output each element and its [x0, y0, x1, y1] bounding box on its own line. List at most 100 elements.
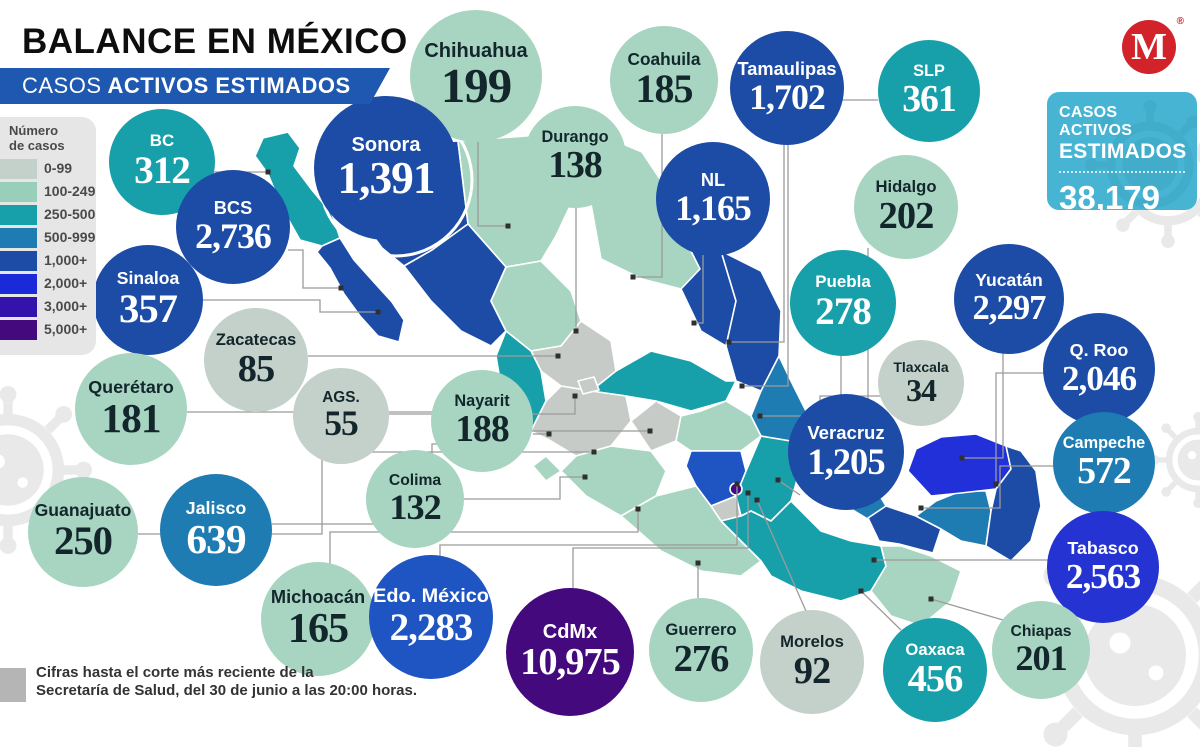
legend-label: 500-999 — [44, 228, 96, 245]
state-bubble-tabasco: Tabasco 2,563 — [1047, 511, 1159, 623]
footnote-text: Cifras hasta el corte más reciente de la… — [36, 664, 417, 699]
connector-endpoint-dot — [691, 320, 697, 326]
legend-item: 0-99 — [0, 158, 96, 181]
state-bubble-edo-mexico: Edo. México 2,283 — [369, 555, 493, 679]
connector-line — [572, 493, 749, 589]
state-value: 1,702 — [749, 76, 826, 117]
legend-swatch — [0, 227, 37, 248]
state-value: 132 — [389, 487, 441, 528]
state-name: Tamaulipas — [737, 58, 837, 80]
state-name: Jalisco — [185, 497, 247, 518]
legend-label: 100-249 — [44, 182, 96, 199]
state-value: 55 — [324, 403, 359, 444]
legend-swatch — [0, 204, 37, 225]
state-name: Coahuila — [627, 48, 701, 69]
legend-label: 0-99 — [44, 159, 73, 176]
connector-endpoint-dot — [630, 274, 636, 280]
connector-line — [329, 509, 639, 565]
state-bubble-queretaro: Querétaro 181 — [75, 353, 187, 465]
state-bubble-guerrero: Guerrero 276 — [649, 598, 753, 702]
legend-item: 2,000+ — [0, 273, 96, 296]
legend-title: Número de casos — [9, 123, 65, 153]
state-value: 85 — [237, 347, 275, 390]
connector-endpoint-dot — [739, 383, 745, 389]
state-name: Guerrero — [665, 619, 737, 639]
state-name: Sonora — [351, 133, 421, 156]
legend-item: 1,000+ — [0, 250, 96, 273]
state-name: NL — [700, 169, 726, 191]
legend-item: 5,000+ — [0, 319, 96, 342]
registered-mark: ® — [1176, 16, 1184, 27]
state-bubble-tlaxcala: Tlaxcala 34 — [878, 340, 964, 426]
connector-endpoint-dot — [871, 557, 877, 563]
state-bubble-nayarit: Nayarit 188 — [431, 370, 533, 472]
state-bubble-sinaloa: Sinaloa 357 — [93, 245, 203, 355]
state-name: Morelos — [780, 631, 844, 651]
connector-endpoint-dot — [726, 339, 732, 345]
legend-item: 3,000+ — [0, 296, 96, 319]
connector-endpoint-dot — [505, 223, 511, 229]
state-name: Durango — [541, 128, 609, 147]
state-value: 2,283 — [389, 605, 474, 649]
connector-line — [288, 249, 341, 289]
badge-line1: CASOS ACTIVOS — [1059, 104, 1133, 139]
state-shapes — [254, 130, 1042, 627]
connector-endpoint-dot — [757, 413, 763, 419]
state-bubble-tamaulipas: Tamaulipas 1,702 — [730, 31, 844, 145]
state-bubble-durango: Durango 138 — [524, 106, 626, 208]
state-bubble-sonora: Sonora 1,391 — [314, 96, 458, 240]
state-value: 357 — [118, 285, 178, 331]
legend-label: 2,000+ — [44, 274, 88, 291]
legend-item: 250-500 — [0, 204, 96, 227]
state-value: 361 — [902, 77, 957, 120]
connector-endpoint-dot — [375, 309, 381, 315]
connector-line — [777, 479, 801, 496]
state-value: 92 — [793, 649, 831, 692]
connector-line — [995, 372, 1044, 484]
state-name: Sinaloa — [116, 268, 180, 289]
connector-endpoint-dot — [858, 588, 864, 594]
state-name: Nayarit — [454, 392, 510, 411]
state-value: 10,975 — [520, 641, 621, 684]
state-name: Tabasco — [1067, 537, 1139, 558]
state-bubble-morelos: Morelos 92 — [760, 610, 864, 714]
milenio-m-letter: M — [1131, 26, 1167, 68]
state-value: 34 — [906, 372, 937, 408]
state-value: 1,205 — [807, 440, 885, 482]
connector-endpoint-dot — [582, 474, 588, 480]
connector-endpoint-dot — [734, 481, 740, 487]
state-value: 188 — [455, 407, 510, 450]
legend-swatch — [0, 181, 37, 202]
state-name: CdMx — [542, 621, 598, 644]
connector-line — [962, 353, 1004, 459]
state-name: Hidalgo — [875, 176, 937, 196]
state-bubble-q-roo: Q. Roo 2,046 — [1043, 313, 1155, 425]
state-value: 276 — [673, 637, 730, 680]
state-value: 181 — [101, 394, 161, 441]
connector-line — [756, 499, 807, 612]
state-bubble-guanajuato: Guanajuato 250 — [28, 477, 138, 587]
connector-line — [439, 484, 738, 557]
state-value: 2,046 — [1061, 358, 1137, 398]
connector-endpoint-dot — [993, 481, 999, 487]
state-name: Puebla — [815, 272, 871, 292]
badge-total-value: 38,179 — [1059, 179, 1160, 210]
state-value: 1,165 — [675, 187, 752, 228]
state-bubble-yucatan: Yucatán 2,297 — [954, 244, 1064, 354]
state-name: Querétaro — [88, 376, 174, 397]
state-name: Tlaxcala — [893, 358, 949, 375]
badge-virus-pattern-icon — [1085, 100, 1197, 209]
total-cases-badge: CASOS ACTIVOS ESTIMADOS 38,179 — [1047, 92, 1197, 210]
page-title-bold: MÉXICO — [266, 22, 408, 61]
state-bubble-chihuahua: Chihuahua 199 — [410, 10, 542, 142]
state-value: 138 — [548, 143, 603, 186]
state-name: Guanajuato — [34, 500, 132, 521]
state-bubble-hidalgo: Hidalgo 202 — [854, 155, 958, 259]
state-value: 2,297 — [972, 288, 1047, 327]
legend-item: 100-249 — [0, 181, 96, 204]
state-value: 199 — [440, 58, 512, 114]
state-bubble-nl: NL 1,165 — [656, 142, 770, 256]
legend-label: 250-500 — [44, 205, 96, 222]
